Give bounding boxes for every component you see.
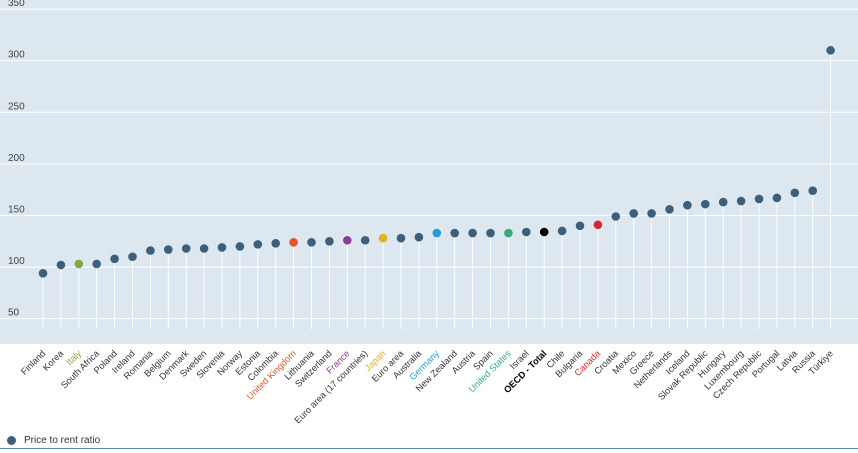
data-point bbox=[575, 221, 585, 231]
data-point bbox=[665, 204, 674, 214]
data-point bbox=[450, 228, 460, 238]
data-point bbox=[647, 209, 656, 218]
data-point bbox=[504, 228, 513, 238]
data-point bbox=[181, 244, 191, 253]
y-tick-label: 250 bbox=[8, 101, 25, 112]
y-tick-label: 350 bbox=[8, 0, 25, 9]
data-point bbox=[593, 220, 603, 230]
data-point bbox=[557, 226, 567, 236]
data-point bbox=[486, 228, 495, 238]
x-tick-label: Korea bbox=[41, 348, 66, 373]
data-point bbox=[360, 235, 370, 245]
data-point bbox=[611, 212, 621, 221]
data-point bbox=[146, 246, 155, 255]
data-point bbox=[325, 236, 334, 246]
points-layer bbox=[38, 46, 835, 278]
data-point bbox=[271, 239, 281, 248]
y-axis-ticks: 50 100 150 200 250 300 350 bbox=[8, 0, 25, 319]
data-point bbox=[432, 228, 442, 238]
legend-label: Price to rent ratio bbox=[24, 434, 101, 446]
bottom-rule bbox=[0, 448, 858, 449]
data-point bbox=[128, 252, 137, 262]
data-point bbox=[718, 197, 728, 207]
data-point bbox=[754, 194, 764, 204]
data-point bbox=[808, 186, 817, 196]
data-point bbox=[790, 188, 800, 198]
data-point bbox=[683, 200, 692, 210]
stems-layer bbox=[42, 50, 832, 329]
data-point bbox=[289, 238, 298, 247]
data-point bbox=[38, 268, 48, 278]
data-point bbox=[253, 240, 263, 249]
plot-background bbox=[0, 0, 858, 344]
legend-swatch bbox=[7, 435, 16, 445]
y-tick-label: 50 bbox=[8, 308, 20, 319]
y-tick-label: 200 bbox=[8, 153, 25, 164]
data-point bbox=[539, 227, 549, 237]
data-point bbox=[235, 242, 245, 251]
data-point bbox=[56, 260, 66, 270]
data-point bbox=[826, 46, 835, 55]
data-point bbox=[468, 228, 477, 238]
data-point bbox=[164, 245, 173, 254]
data-point bbox=[522, 227, 531, 237]
y-tick-label: 150 bbox=[8, 204, 25, 215]
data-point bbox=[701, 199, 710, 209]
data-point bbox=[772, 193, 782, 203]
data-point bbox=[396, 233, 406, 243]
data-point bbox=[736, 196, 746, 206]
grid-layer bbox=[0, 8, 858, 320]
data-point bbox=[343, 235, 352, 245]
data-point bbox=[74, 259, 84, 269]
data-point bbox=[629, 209, 638, 218]
y-tick-label: 300 bbox=[8, 50, 25, 61]
data-point bbox=[378, 233, 388, 243]
data-point bbox=[92, 259, 101, 269]
data-point bbox=[414, 232, 424, 242]
data-point bbox=[110, 254, 119, 264]
legend: Price to rent ratio bbox=[7, 433, 100, 447]
data-point bbox=[199, 244, 209, 253]
data-point bbox=[217, 243, 227, 252]
data-point bbox=[307, 238, 316, 247]
y-tick-label: 100 bbox=[8, 256, 25, 267]
